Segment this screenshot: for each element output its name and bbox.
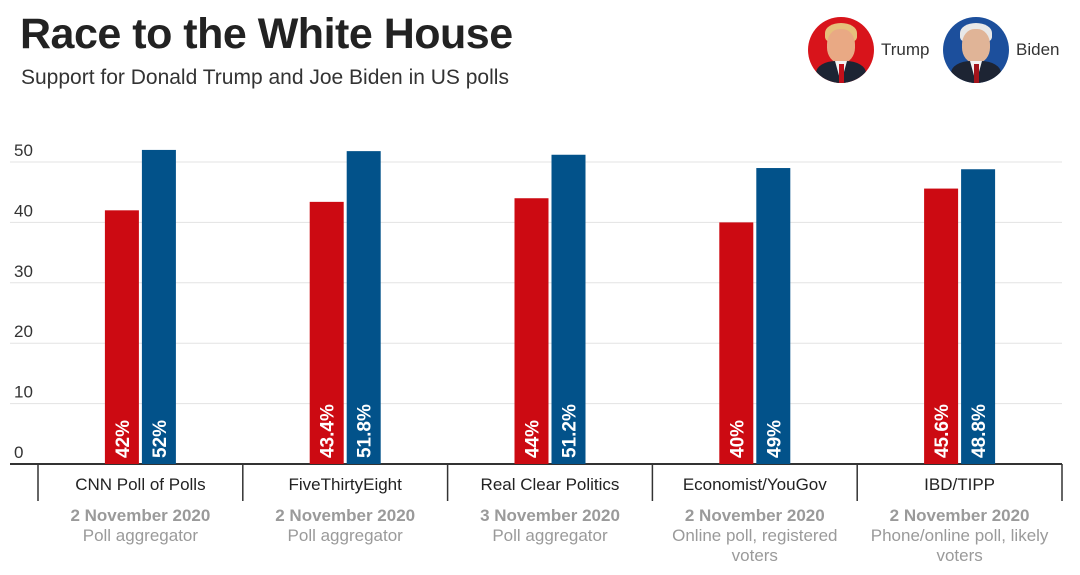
bar-value-label: 42% <box>113 420 134 458</box>
legend-label-biden: Biden <box>1016 40 1060 59</box>
bar-biden <box>756 168 791 465</box>
category-date: 2 November 2020 <box>890 506 1030 525</box>
category-label: CNN Poll of Polls <box>75 475 205 494</box>
y-tick-label: 40 <box>14 201 33 220</box>
legend-item-trump: Trump <box>808 17 930 83</box>
legend-item-biden: Biden <box>943 17 1059 83</box>
category-label: Economist/YouGov <box>683 475 827 494</box>
category-date: 2 November 2020 <box>70 506 210 525</box>
bar-trump <box>104 210 139 464</box>
category-label: IBD/TIPP <box>924 475 995 494</box>
bar-trump <box>719 222 754 464</box>
category-date: 2 November 2020 <box>685 506 825 525</box>
bar-value-label: 49% <box>764 420 785 458</box>
y-tick-label: 50 <box>14 141 33 160</box>
bar-trump <box>514 198 549 465</box>
bar-value-label: 51.2% <box>560 404 581 458</box>
bar-trump <box>924 188 959 465</box>
y-tick-label: 30 <box>14 262 33 281</box>
bar-value-label: 40% <box>727 420 748 458</box>
bar-value-label: 44% <box>523 420 544 458</box>
category-label: Real Clear Politics <box>481 475 620 494</box>
category-label: FiveThirtyEight <box>289 475 403 494</box>
category-description: Poll aggregator <box>288 526 404 545</box>
category-date: 3 November 2020 <box>480 506 620 525</box>
chart-subtitle: Support for Donald Trump and Joe Biden i… <box>21 66 509 89</box>
category-description: Poll aggregator <box>83 526 199 545</box>
bar-value-label: 48.8% <box>969 404 990 458</box>
bar-trump <box>309 201 344 464</box>
bar-value-label: 52% <box>150 420 171 458</box>
y-tick-label: 0 <box>14 443 23 462</box>
bar-biden <box>961 169 996 465</box>
bar-value-label: 45.6% <box>932 404 953 458</box>
bar-value-label: 43.4% <box>318 404 339 458</box>
y-tick-label: 10 <box>14 383 33 402</box>
chart-title: Race to the White House <box>20 10 513 58</box>
category-description: Poll aggregator <box>492 526 608 545</box>
trump-portrait-icon <box>808 17 874 83</box>
y-tick-label: 20 <box>14 322 33 341</box>
bar-biden <box>141 149 176 465</box>
bar-biden <box>346 151 381 465</box>
category-description: Online poll, registered voters <box>672 526 837 565</box>
bar-biden <box>551 154 586 464</box>
bar-value-label: 51.8% <box>355 404 376 458</box>
category-description: Phone/online poll, likely voters <box>871 526 1049 565</box>
biden-portrait-icon <box>943 17 1009 83</box>
legend-label-trump: Trump <box>881 40 930 59</box>
category-date: 2 November 2020 <box>275 506 415 525</box>
